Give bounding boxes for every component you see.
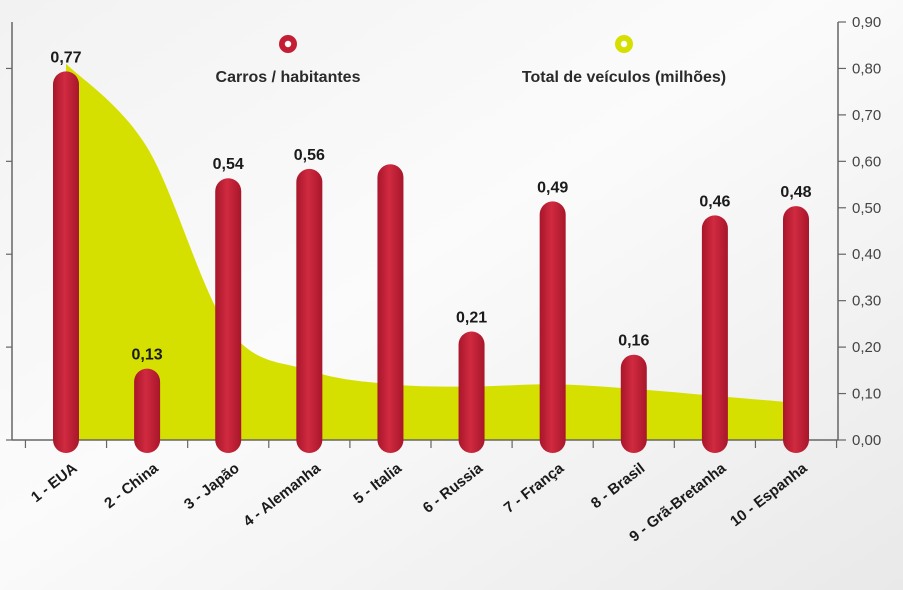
- bar-10: [783, 206, 809, 453]
- right-tick-label: 0,50: [852, 200, 881, 217]
- value-label-8: 0,16: [618, 333, 649, 350]
- right-tick-label: 0,80: [852, 60, 881, 77]
- bar-5: [377, 164, 404, 453]
- right-tick-label: 0,20: [852, 339, 881, 356]
- right-tick-label: 0,00: [852, 432, 881, 449]
- right-tick-label: 0,60: [852, 153, 881, 170]
- bar-6: [458, 331, 485, 453]
- bar-4: [296, 168, 323, 453]
- legend-label-1: Carros / habitantes: [216, 69, 361, 86]
- value-label-10: 0,48: [780, 184, 811, 201]
- right-tick-label: 0,90: [852, 14, 881, 31]
- bar-3: [215, 178, 242, 453]
- legend-marker-center-1: [284, 40, 292, 48]
- right-tick-label: 0,40: [852, 246, 881, 263]
- right-tick-label: 0,70: [852, 107, 881, 124]
- value-label-7: 0,49: [537, 179, 568, 196]
- legend-marker-center-2: [620, 40, 628, 48]
- bar-7: [539, 201, 566, 453]
- right-tick-label: 0,30: [852, 293, 881, 310]
- bar-2: [134, 368, 161, 453]
- value-label-4: 0,56: [294, 147, 325, 164]
- value-label-3: 0,54: [213, 156, 244, 173]
- value-label-2: 0,13: [132, 347, 163, 364]
- value-label-9: 0,46: [699, 193, 730, 210]
- legend-label-2: Total de veículos (milhões): [522, 69, 726, 86]
- bar-8: [620, 354, 647, 453]
- bar-1: [53, 71, 79, 453]
- value-label-6: 0,21: [456, 309, 487, 326]
- bar-9: [701, 215, 728, 453]
- right-tick-label: 0,10: [852, 386, 881, 403]
- value-label-1: 0,77: [50, 49, 81, 66]
